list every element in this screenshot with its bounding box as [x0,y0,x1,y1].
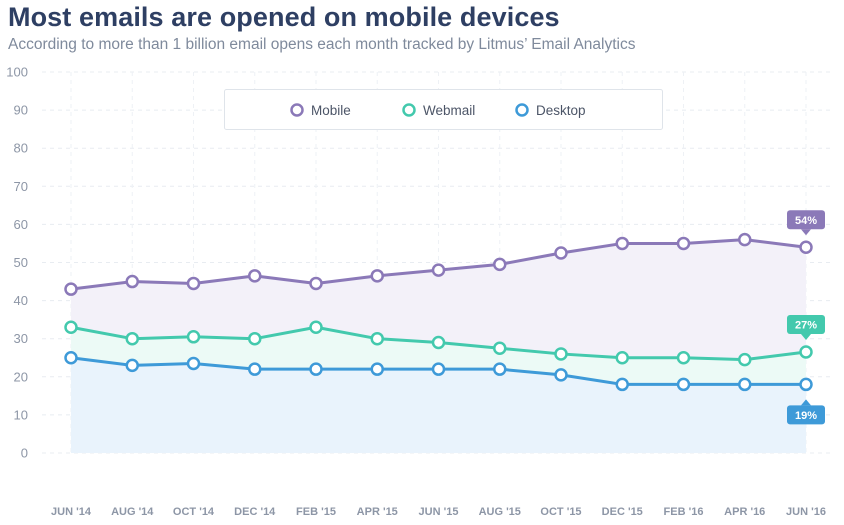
point-desktop [676,377,691,392]
legend-marker [290,103,304,117]
point-mobile [554,246,568,260]
x-tick-label: AUG '15 [479,506,521,518]
y-tick-label: 60 [14,217,28,232]
point-webmail [309,320,323,335]
legend-marker [402,103,416,117]
point-webmail [615,351,629,365]
y-tick-label: 20 [14,369,28,384]
point-webmail [799,345,813,359]
y-tick-label: 50 [14,255,28,270]
point-desktop [309,362,323,376]
x-tick-label: JUN '16 [786,506,826,518]
point-desktop [186,356,201,371]
point-mobile [799,240,813,255]
x-tick-label: JUN '14 [51,506,92,518]
legend-item-webmail: Webmail [402,103,475,118]
y-tick-label: 0 [21,446,28,461]
point-mobile [309,276,323,291]
end-label-webmail: 27% [787,315,825,341]
x-tick-label: APR '16 [724,506,765,518]
end-label-text: 19% [795,410,817,422]
y-tick-label: 30 [14,331,28,346]
end-labels: 54% 27% 19% [787,210,825,425]
end-label-text: 27% [795,320,817,332]
legend-label: Desktop [536,103,586,118]
legend-label: Webmail [423,103,475,118]
x-tick-label: DEC '14 [234,506,276,518]
point-desktop [738,377,752,392]
point-mobile [431,263,446,277]
point-webmail [554,347,568,361]
end-label-pointer [801,334,811,341]
point-desktop [370,362,384,376]
y-tick-label: 100 [6,65,28,80]
point-webmail [186,330,201,344]
point-webmail [431,335,446,350]
point-mobile [615,236,629,251]
x-tick-label: FEB '15 [296,506,336,518]
legend-marker [515,103,529,117]
legend-label: Mobile [311,103,351,118]
end-label-pointer [801,229,811,236]
legend: Mobile Webmail Desktop [224,89,663,130]
y-tick-label: 80 [14,141,28,156]
point-desktop [554,368,568,382]
point-desktop [431,362,446,376]
data-points [64,232,813,392]
point-desktop [64,351,78,365]
end-label-mobile: 54% [787,210,825,236]
x-tick-label: APR '15 [357,506,398,518]
point-webmail [64,320,78,335]
point-desktop [493,362,507,376]
x-tick-label: DEC '15 [602,506,643,518]
area-desktop [71,357,806,453]
legend-item-desktop: Desktop [515,103,586,118]
point-webmail [676,351,691,365]
chart-subtitle: According to more than 1 billion email o… [8,36,636,53]
x-tick-label: AUG '14 [111,506,154,518]
point-mobile [64,282,78,296]
x-tick-label: OCT '15 [540,506,581,518]
point-desktop [248,362,262,376]
y-tick-label: 90 [14,103,28,118]
point-webmail [370,331,384,346]
point-webmail [248,331,262,346]
point-mobile [493,257,507,272]
point-webmail [738,352,752,367]
point-webmail [125,331,139,346]
y-tick-label: 10 [14,407,28,422]
x-tick-label: FEB '16 [664,506,704,518]
legend-box [224,89,663,130]
legend-item-mobile: Mobile [290,103,351,118]
end-label-desktop: 19% [787,399,825,425]
point-mobile [125,274,139,289]
y-tick-label: 40 [14,293,28,308]
end-label-box [787,210,825,230]
end-label-pointer [801,399,811,406]
chart-title: Most emails are opened on mobile devices [8,2,560,32]
end-label-text: 54% [795,215,817,227]
point-mobile [248,269,262,283]
point-mobile [370,269,384,283]
axis-labels: 0 10 20 30 40 50 60 70 80 90 100 JUN '14 AUG '14 OCT … [6,65,826,519]
y-tick-label: 70 [14,179,28,194]
point-mobile [738,232,752,247]
point-desktop [615,377,629,392]
x-tick-label: OCT '14 [173,506,215,518]
point-mobile [186,276,201,291]
point-desktop [799,377,813,392]
end-label-box [787,315,825,335]
point-desktop [125,358,139,373]
point-mobile [676,236,691,251]
point-webmail [493,341,507,355]
end-label-box [787,405,825,425]
x-tick-label: JUN '15 [419,506,459,518]
